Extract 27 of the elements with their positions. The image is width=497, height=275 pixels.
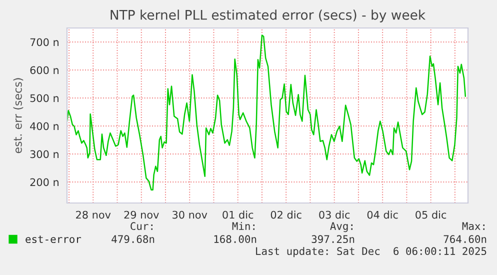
y-tick-label: 600 n [30,66,58,74]
text: 168.00n [214,235,256,244]
x-tick-label: 29 nov [124,210,159,219]
x-tick-label: 30 nov [172,210,208,219]
y-tick-label: 200 n [30,178,58,186]
text: Min: [232,222,254,230]
y-axis-title: est. err (secs) [13,78,24,154]
y-tick-label: 400 n [30,122,58,130]
legend-label: est-error [26,236,82,244]
text: 397.25n [312,235,354,244]
x-tick-label: 03 dic [319,210,350,219]
text: Avg: [330,222,352,232]
y-tick-label: 300 n [30,150,58,158]
x-tick-label: 05 dic [416,210,446,219]
x-tick-label: 02 dic [270,210,302,219]
text: Last update: Sat Dec 6 06:00:11 2025 [256,246,486,258]
line-series [67,34,466,190]
x-tick-label: 04 dic [367,210,398,219]
y-tick-label: 700 n [30,38,58,46]
chart-title: NTP kernel PLL estimated error (secs) - by week [110,10,426,22]
text: 479.68n [112,235,154,244]
text: Max: [462,222,484,230]
text: Cur: [130,222,152,230]
x-tick-label: 28 nov [76,210,111,219]
text: 764.60n [444,235,486,244]
x-tick-label: 01 dic [222,210,254,219]
y-tick-label: 500 n [30,94,58,102]
